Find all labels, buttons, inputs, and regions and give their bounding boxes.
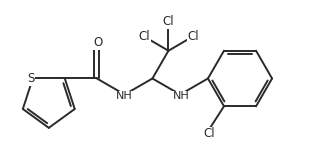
Text: O: O (93, 36, 102, 49)
Text: Cl: Cl (187, 30, 199, 43)
Text: NH: NH (116, 91, 133, 101)
Text: Cl: Cl (204, 127, 215, 140)
Text: NH: NH (173, 91, 190, 101)
Text: S: S (27, 72, 35, 85)
Text: Cl: Cl (163, 15, 174, 28)
Text: Cl: Cl (138, 30, 150, 43)
